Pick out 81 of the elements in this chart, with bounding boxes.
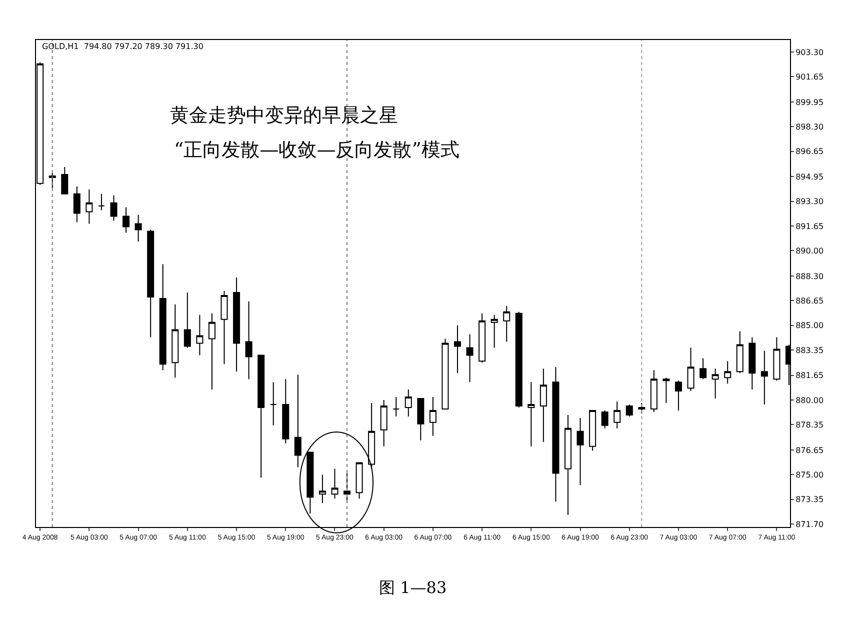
candlestick [724, 360, 732, 384]
candlestick [442, 338, 449, 410]
candlestick [306, 452, 314, 514]
candlestick [601, 410, 608, 429]
candlestick [760, 350, 768, 405]
candlestick [98, 193, 105, 211]
candlestick [404, 389, 412, 417]
text: “正向发散—收敛—反向发散”模式 [174, 139, 460, 161]
y-tick-label: 880.00 [796, 396, 824, 405]
candlestick [429, 396, 436, 436]
candlestick [245, 300, 252, 380]
candlestick [233, 277, 240, 372]
candlestick [515, 311, 522, 408]
y-tick-label: 898.30 [796, 122, 824, 132]
candlestick [159, 264, 166, 371]
y-tick-label: 881.65 [796, 371, 824, 380]
candlestick [220, 290, 228, 365]
candlestick [147, 229, 154, 338]
candlestick [503, 305, 510, 342]
candlestick [184, 292, 191, 348]
candlestick [208, 312, 216, 390]
caption: 图 1—83 [379, 578, 447, 597]
y-tick-label: 883.35 [796, 346, 824, 355]
candlestick [318, 474, 326, 504]
candlestick [650, 370, 658, 412]
candlestick [712, 368, 719, 400]
candlestick [196, 314, 204, 356]
candlestick [172, 304, 179, 378]
y-tick-label: 886.65 [796, 296, 824, 306]
candlestick [626, 404, 633, 417]
candlestick [258, 354, 265, 478]
y-tick-label: 885.00 [796, 321, 824, 330]
candlestick [356, 462, 363, 500]
candlestick [48, 172, 56, 188]
candlestick [490, 314, 498, 348]
text: 黄金走势中变异的早晨之星 [170, 104, 398, 126]
candlestick [748, 336, 756, 390]
candlestick [564, 414, 572, 516]
y-tick-label: 891.65 [796, 222, 824, 231]
candlestick [466, 334, 474, 383]
candlestick [540, 368, 547, 442]
candlestick [700, 358, 707, 380]
candlestick [73, 186, 80, 223]
candlestick [773, 336, 780, 382]
y-tick-label: 890.00 [796, 246, 824, 256]
candlestick [454, 324, 462, 374]
candlestick [674, 380, 682, 411]
candlestick [736, 330, 744, 374]
candlestick [110, 194, 118, 222]
y-tick-label: 894.95 [796, 172, 824, 182]
y-tick-label: 903.30 [796, 48, 824, 57]
y-tick-label: 873.35 [796, 495, 824, 504]
candlestick [270, 382, 277, 426]
candlestick [134, 214, 142, 242]
candlestick [576, 417, 584, 486]
y-tick-label: 875.00 [796, 470, 824, 480]
candlestick [331, 468, 338, 500]
candlestick [417, 398, 424, 441]
y-tick-label: 893.30 [796, 197, 824, 206]
candlestick [380, 400, 388, 447]
candlestick [294, 374, 302, 468]
candlestick [687, 347, 694, 392]
y-tick-label: 878.35 [796, 420, 824, 430]
y-tick-label: 899.95 [796, 98, 824, 107]
candlestick [478, 312, 486, 364]
y-tick-label: 901.65 [796, 72, 824, 82]
candlestick [122, 206, 130, 234]
candlestick [392, 396, 400, 417]
y-tick-label: 871.70 [796, 520, 824, 529]
candlestick [86, 188, 93, 224]
y-tick-label: 888.30 [796, 272, 824, 281]
candlestick [552, 366, 560, 502]
y-tick-label: 896.65 [796, 147, 824, 156]
candlestick [589, 410, 596, 452]
annotation: GOLD,H1 794.80 797.20 789.30 791.30 [42, 42, 204, 51]
y-tick-label: 876.65 [796, 446, 824, 455]
candlestick [614, 401, 621, 429]
candlestick [61, 166, 68, 194]
candlestick [282, 378, 290, 444]
candlestick [528, 382, 535, 447]
candlestick [662, 377, 670, 404]
